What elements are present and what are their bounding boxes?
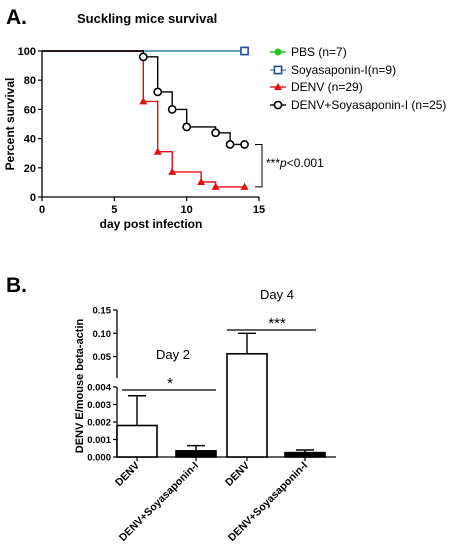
significance-day-4: ***: [268, 315, 286, 332]
data-point: [197, 177, 206, 185]
x-tick-label: 15: [253, 204, 265, 216]
p-value-stars: ***: [266, 156, 280, 170]
data-point: [182, 122, 192, 132]
y-tick-label: 40: [24, 134, 36, 146]
bar: [175, 450, 217, 458]
p-value-symbol: p: [279, 156, 287, 170]
day-4-label: Day 4: [260, 287, 294, 302]
x-tick-label: 5: [111, 204, 117, 216]
y-tick-label: 0.15: [93, 306, 112, 317]
panel-b-label: B.: [6, 274, 27, 297]
legend-marker: [273, 65, 283, 75]
y-tick-label: 60: [24, 104, 36, 116]
legend-marker: [274, 48, 282, 56]
legend-entry-denv: DENV (n=29): [291, 80, 363, 94]
y-tick-label: 0.002: [87, 418, 111, 429]
y-tick-label: 0.10: [93, 329, 112, 340]
y-tick-label: 0.003: [87, 400, 111, 411]
data-point: [153, 147, 162, 155]
data-point: [225, 140, 235, 149]
y-tick-label: 20: [24, 163, 36, 175]
panel-a-label: A.: [6, 6, 27, 29]
significance-day-2: *: [167, 375, 173, 392]
bar: [226, 352, 268, 458]
data-point: [139, 97, 148, 105]
day-2-label: Day 2: [156, 347, 190, 362]
y-tick-label: 0.004: [87, 383, 111, 394]
legend-entry-pbs: PBS (n=7): [291, 45, 347, 59]
y-tick-label: 80: [24, 75, 36, 87]
x-tick-label: 10: [181, 204, 193, 216]
y-tick-label: 0.001: [87, 435, 111, 446]
data-point: [240, 182, 249, 190]
bar-plot: 0.000 0.001 0.002 0.003 0.004 0.05 0.10 0.15 DEN…: [87, 306, 336, 544]
y-tick-label: 100: [18, 46, 36, 58]
y-tick-label: 0.05: [93, 352, 112, 363]
significance-bracket: [255, 143, 263, 188]
panel-a-ylabel: Percent survival: [3, 78, 17, 171]
data-point: [153, 87, 163, 97]
legend-entry-soyasaponin: Soyasaponin-I(n=9): [291, 63, 396, 77]
data-point: [240, 140, 249, 149]
data-point: [168, 167, 177, 175]
data-point: [211, 128, 220, 138]
panel-a-title: Suckling mice survival: [77, 11, 217, 26]
p-value-threshold: <0.001: [287, 156, 324, 170]
y-tick-label: 0: [30, 192, 36, 204]
data-point: [138, 52, 148, 62]
panel-b-ylabel: DENV E/mouse beta-actin: [74, 318, 86, 453]
x-tick-label: 0: [39, 204, 45, 216]
data-point: [240, 46, 249, 56]
p-value-annotation: ***p<0.001: [266, 156, 324, 170]
legend-entry-denv-soyasaponin: DENV+Soyasaponin-I (n=25): [291, 98, 446, 112]
survival-plot: 0 20 40 60 80 100 0 5 10 15: [18, 46, 265, 216]
data-point: [211, 182, 220, 190]
survival-legend: PBS (n=7) Soyasaponin-I(n=9) DENV (n=29)…: [270, 45, 446, 112]
data-point: [167, 105, 177, 114]
bar: [116, 424, 158, 458]
series-line-2: [42, 50, 245, 188]
legend-marker: [274, 82, 282, 90]
y-tick-label: 0.000: [87, 453, 111, 464]
panel-a-xlabel: day post infection: [100, 217, 203, 231]
category-label: DENV: [223, 460, 252, 489]
bar: [284, 451, 326, 458]
legend-marker: [273, 100, 283, 110]
category-label: DENV: [113, 460, 142, 489]
